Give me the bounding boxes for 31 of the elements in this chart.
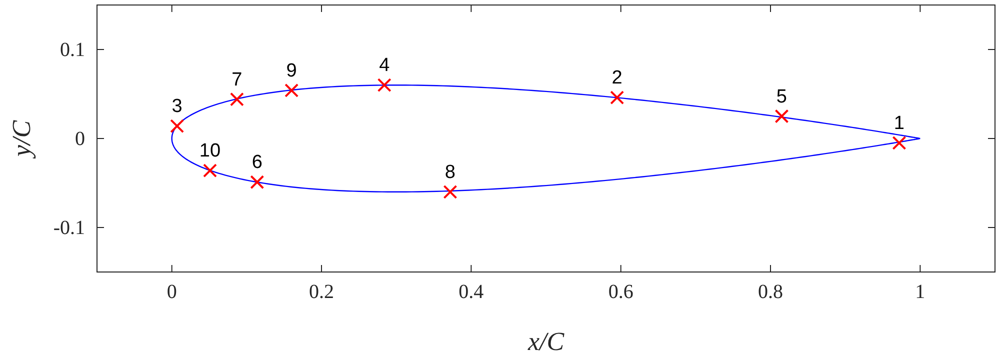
- annotation: 4: [379, 55, 390, 76]
- point: [377, 78, 392, 92]
- x-tick-label: 0: [166, 281, 177, 304]
- annotation: 2: [612, 68, 622, 89]
- point: [443, 184, 458, 199]
- annotation: 9: [286, 60, 297, 82]
- point: [170, 119, 184, 134]
- x-tick-label: 0.4: [458, 281, 484, 304]
- x-tick-label: 0.8: [758, 281, 783, 304]
- annotation: 5: [776, 86, 788, 108]
- annotation: 1: [894, 112, 904, 134]
- point: [774, 109, 789, 124]
- x-axis-title: x/C: [526, 327, 565, 356]
- point: [250, 175, 264, 190]
- y-tick-label: 0.1: [60, 38, 85, 61]
- point: [892, 136, 906, 150]
- y-tick-label: -0.1: [53, 216, 85, 239]
- annotation: 8: [444, 162, 456, 183]
- x-tick-label: 0.2: [309, 281, 334, 304]
- y-tick-label: 0: [75, 128, 85, 150]
- x-tick-label: 0.6: [608, 281, 634, 304]
- annotation: 6: [252, 152, 262, 174]
- y-axis-title: y/C: [7, 120, 36, 160]
- point: [203, 164, 217, 178]
- annotation: 3: [172, 96, 182, 118]
- x-tick-label: 1: [915, 281, 926, 304]
- point: [610, 90, 624, 105]
- annotation: 7: [232, 69, 242, 90]
- annotation: 10: [199, 140, 221, 162]
- point: [284, 83, 299, 98]
- point: [230, 92, 244, 106]
